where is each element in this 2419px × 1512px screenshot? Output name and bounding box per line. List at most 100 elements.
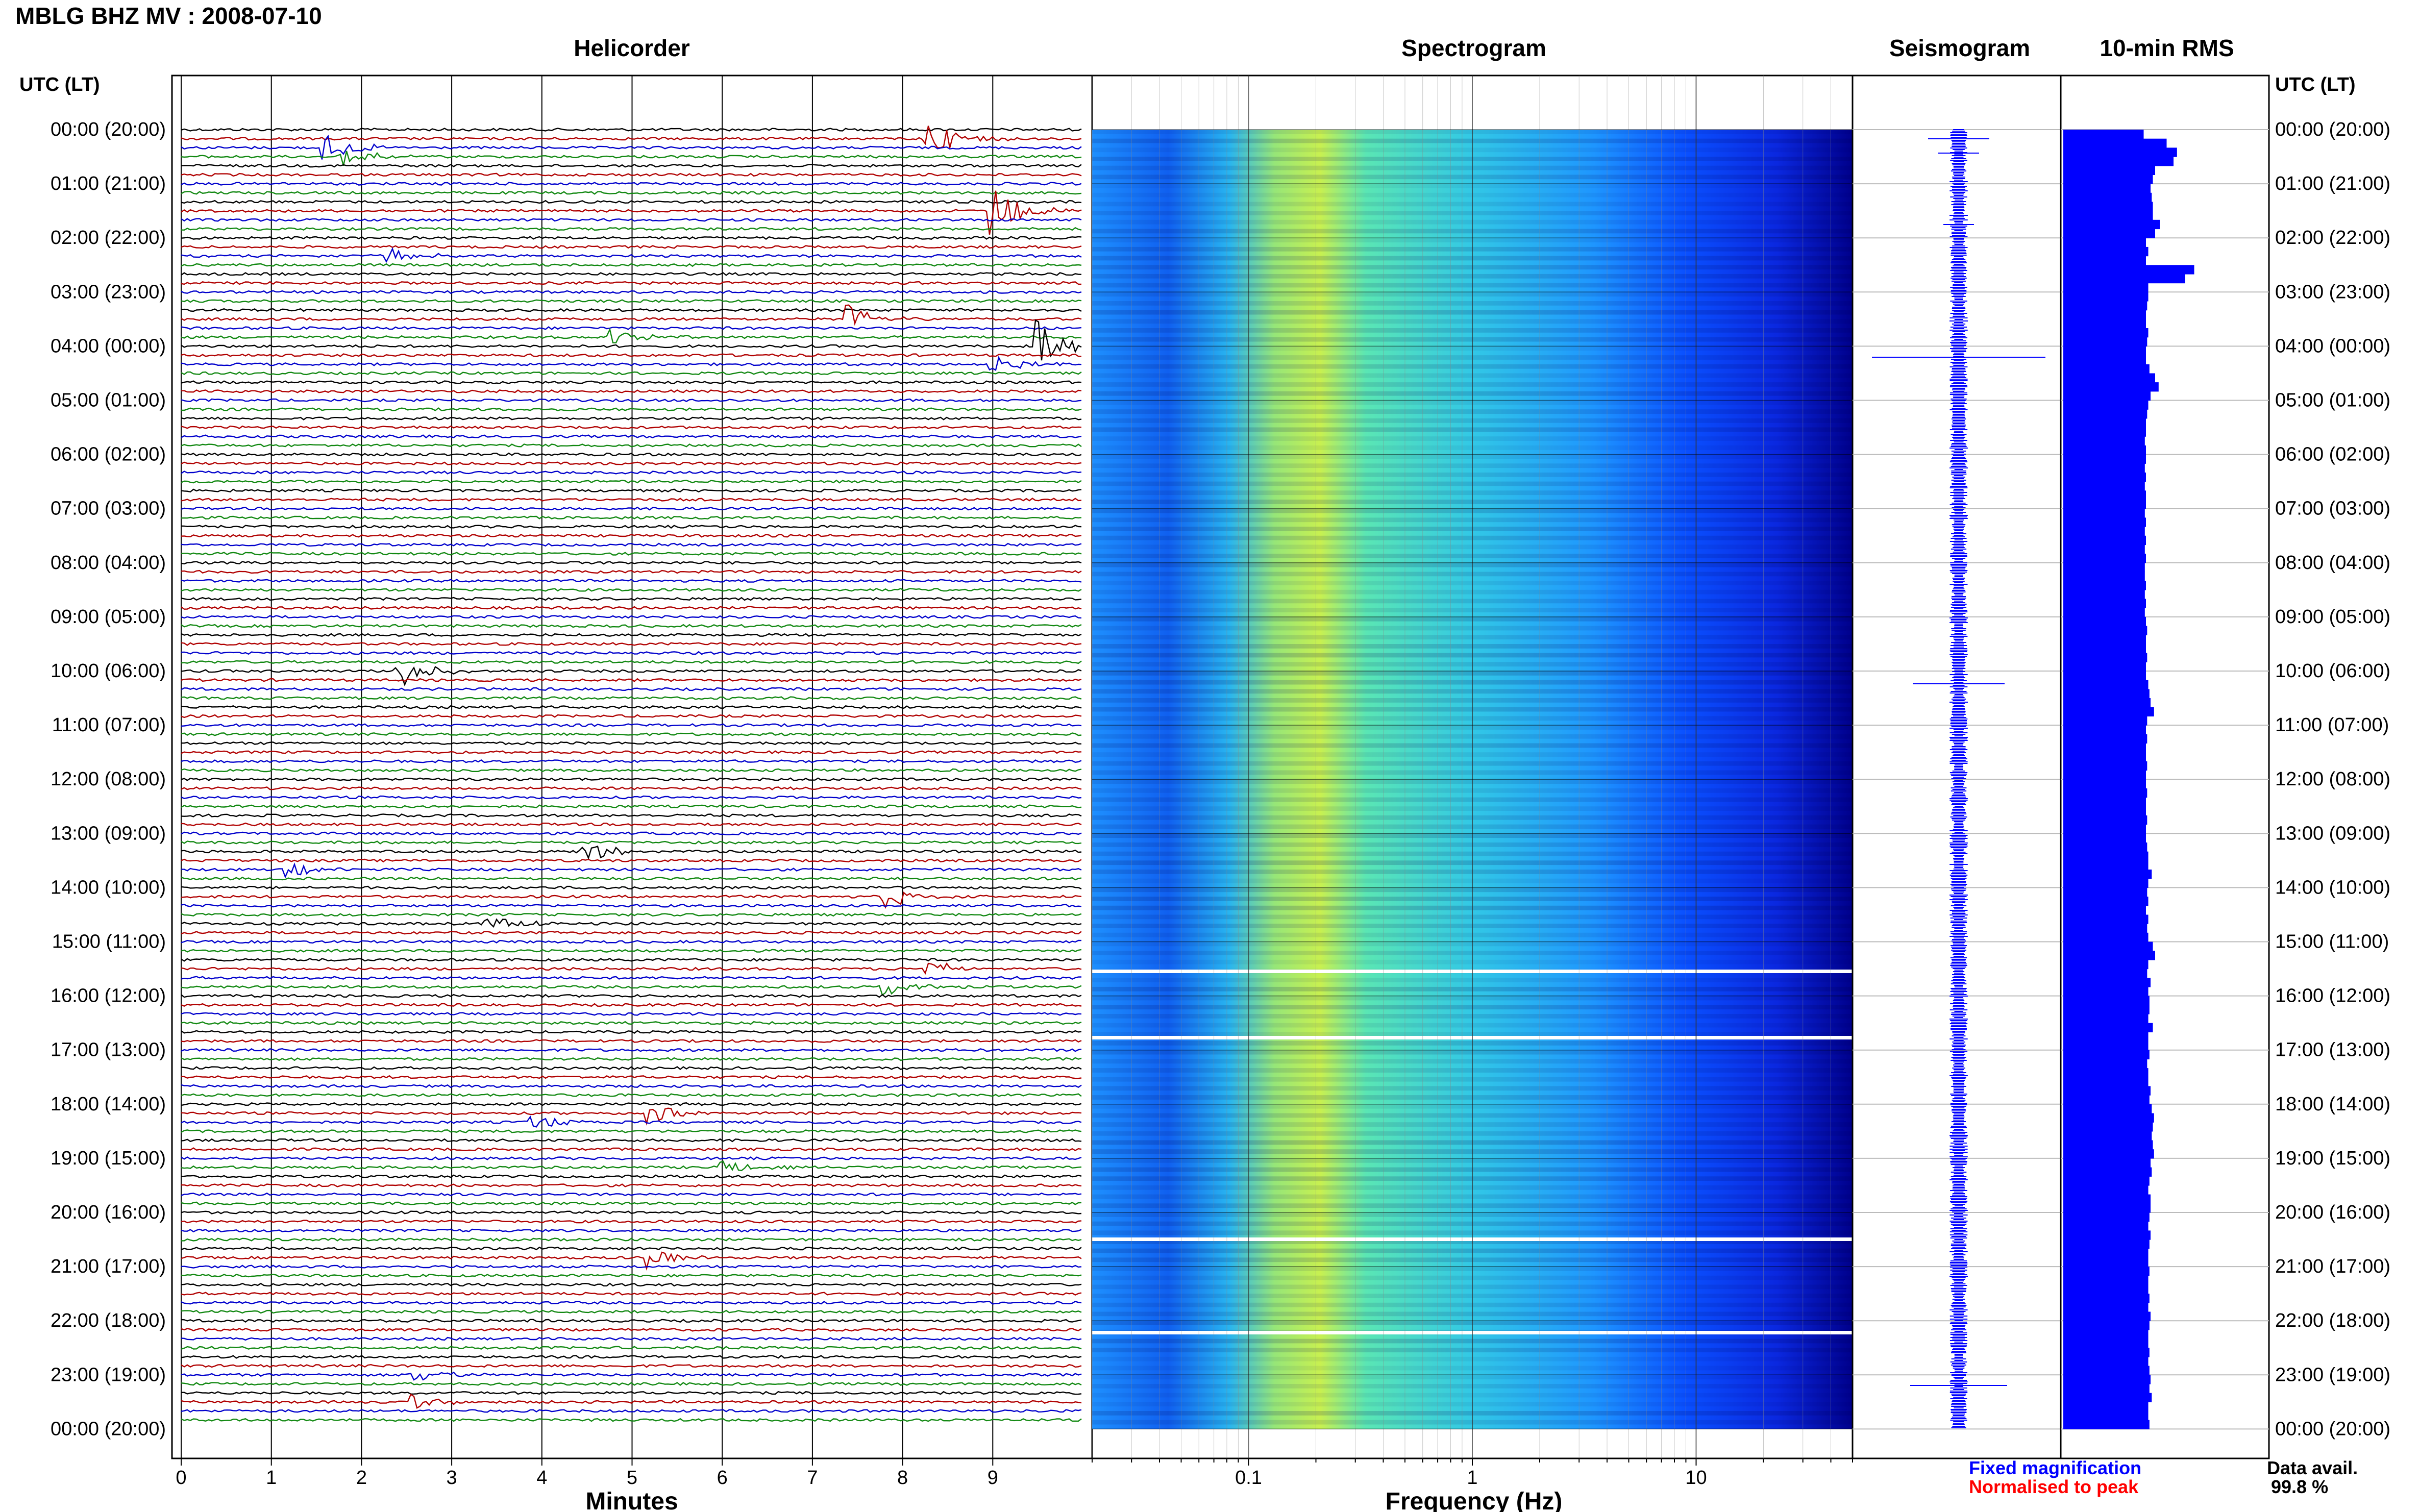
time-label-left: 16:00 (12:00) [51, 985, 166, 1007]
time-label-right: 02:00 (22:00) [2275, 227, 2390, 249]
helicorder-trace [181, 831, 1082, 836]
helicorder-trace [181, 319, 1082, 361]
rms-bar [2063, 860, 2149, 870]
time-label-left: 17:00 (13:00) [51, 1039, 166, 1061]
helicorder-trace [181, 290, 1082, 294]
time-label-left: 03:00 (23:00) [51, 281, 166, 303]
helicorder-trace [181, 218, 1082, 222]
helicorder-trace [181, 1102, 1082, 1106]
rms-bar [2063, 1077, 2149, 1087]
rms-bar [2063, 1294, 2150, 1303]
helicorder-trace [181, 163, 1082, 168]
helicorder-trace [181, 506, 1082, 511]
rms-bar [2063, 211, 2153, 220]
helicorder-trace [181, 741, 1081, 746]
rms-bar [2063, 986, 2149, 997]
time-label-left: 10:00 (06:00) [51, 660, 166, 682]
rms-bar [2063, 418, 2146, 428]
helicorder-trace [181, 533, 1082, 538]
seismogram-grid [1853, 129, 2061, 1430]
rms-bar [2063, 355, 2146, 365]
helicorder-trace [181, 304, 1082, 326]
helicorder-trace [181, 1115, 1082, 1128]
rms-bar [2063, 391, 2151, 401]
rms-bar [2063, 878, 2149, 888]
rms-bar [2063, 653, 2148, 662]
helicorder-trace [181, 1021, 1082, 1025]
helicorder-trace [181, 840, 1082, 845]
helicorder-trace [181, 200, 1082, 204]
minute-tick-label: 7 [807, 1467, 818, 1489]
helicorder-trace [181, 1183, 1082, 1187]
helicorder-trace [181, 1391, 1082, 1395]
time-label-left: 02:00 (22:00) [51, 227, 166, 249]
helicorder-trace [181, 1084, 1082, 1088]
rms-bar [2063, 310, 2146, 319]
helicorder-trace [181, 1057, 1082, 1061]
minute-tick-label: 2 [356, 1467, 367, 1489]
helicorder-trace [181, 552, 1082, 556]
minute-tick-label: 6 [717, 1467, 728, 1489]
helicorder-traces [181, 126, 1082, 1422]
helicorder-trace [181, 356, 1082, 371]
time-label-right: 17:00 (13:00) [2275, 1039, 2390, 1061]
helicorder-trace [181, 1093, 1082, 1098]
rms-bar [2063, 978, 2151, 987]
rms-bar [2063, 1420, 2150, 1429]
spectrogram-grid [1092, 76, 1853, 1458]
helicorder-title: Helicorder [574, 35, 690, 61]
rms-bar [2063, 292, 2149, 302]
rms-bar [2063, 554, 2146, 563]
helicorder-trace [181, 1147, 1082, 1152]
helicorder-trace [181, 1237, 1082, 1242]
rms-bar [2063, 138, 2167, 148]
rms-bar [2063, 1302, 2149, 1312]
frequency-tick-label: 10 [1685, 1467, 1707, 1489]
helicorder-trace [181, 624, 1082, 628]
helicorder-trace [181, 1292, 1082, 1296]
helicorder-trace [181, 962, 1082, 975]
helicorder-trace [181, 1371, 1082, 1381]
helicorder-trace [181, 1066, 1082, 1071]
helicorder-trace [181, 561, 1082, 565]
minute-tick-label: 5 [627, 1467, 637, 1489]
helicorder-trace [181, 822, 1082, 827]
time-label-left: 01:00 (21:00) [51, 173, 166, 194]
helicorder-trace [181, 1300, 1082, 1305]
rms-bar [2063, 454, 2146, 464]
helicorder-trace [181, 633, 1082, 637]
minute-tick-label: 1 [266, 1467, 277, 1489]
time-labels-left: 00:00 (20:00) 01:00 (21:00) 02:00 (22:00) 0… [51, 119, 166, 1440]
rms-bar [2063, 265, 2194, 275]
helicorder-trace [181, 1138, 1082, 1143]
helicorder-trace [181, 416, 1082, 420]
helicorder-trace [181, 696, 1082, 700]
rms-bar [2063, 752, 2146, 762]
helicorder-trace [181, 479, 1082, 484]
helicorder-trace [181, 1192, 1082, 1197]
frequency-tick-label: 0.1 [1235, 1467, 1262, 1489]
rms-bar [2063, 1185, 2149, 1195]
rms-bar [2063, 256, 2146, 265]
rms-bar [2063, 490, 2146, 500]
time-label-right: 05:00 (01:00) [2275, 390, 2390, 411]
data-availability-label: Data avail. [2267, 1457, 2358, 1478]
rms-bar [2063, 1339, 2149, 1348]
helicorder-trace [181, 876, 1082, 881]
helicorder-trace [181, 705, 1082, 709]
rms-bar [2063, 662, 2146, 672]
rms-bar [2063, 734, 2148, 744]
helicorder-trace [181, 1201, 1082, 1206]
rms-bar [2063, 1348, 2150, 1357]
helicorder-trace [181, 272, 1082, 276]
rms-bar [2063, 725, 2146, 735]
helicorder-trace [181, 1319, 1082, 1323]
helicorder-trace [181, 1282, 1082, 1287]
rms-bar [2063, 436, 2145, 446]
rms-bars [2063, 130, 2194, 1429]
rms-bar [2063, 815, 2148, 825]
helicorder-trace [181, 1012, 1082, 1016]
rms-bar [2063, 319, 2146, 329]
time-label-right: 21:00 (17:00) [2275, 1256, 2390, 1277]
